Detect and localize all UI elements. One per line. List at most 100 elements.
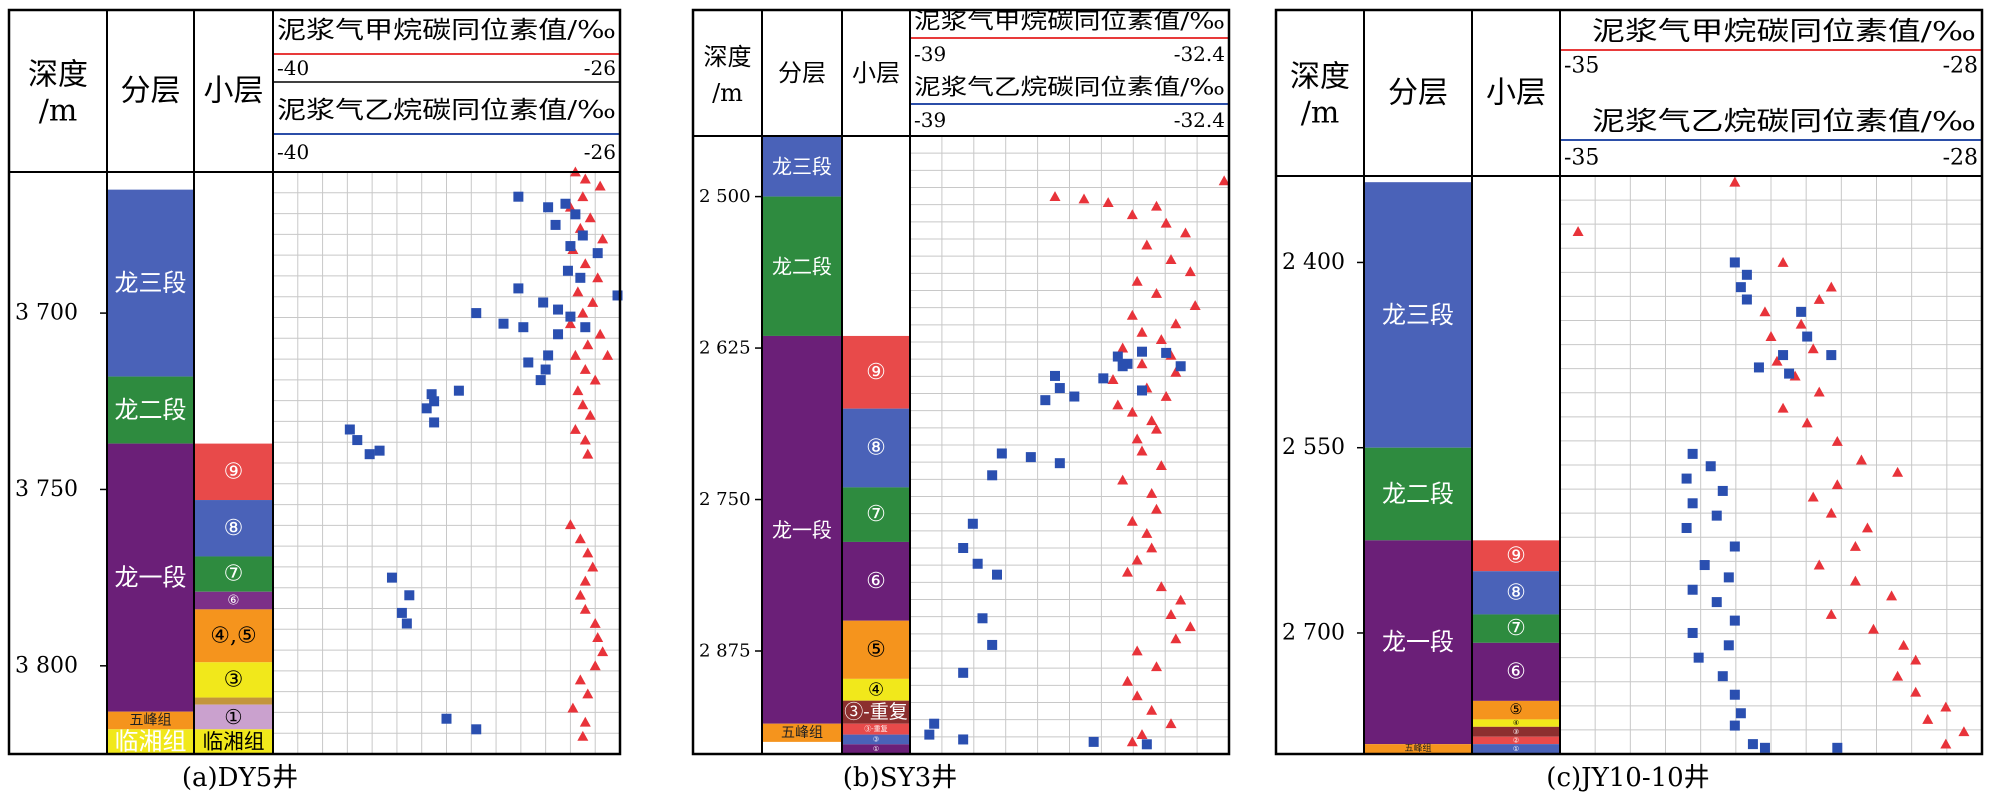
sublayer-band — [194, 704, 273, 730]
ch4-point — [1165, 718, 1177, 729]
formation-label: 龙一段 — [1382, 628, 1454, 656]
ch4-point — [1729, 176, 1741, 187]
sublayer-label: 临湘组 — [202, 730, 264, 754]
ch4-point — [1807, 343, 1819, 354]
sublayer-label: ⑤ — [866, 637, 886, 662]
ch4-point — [1831, 479, 1843, 490]
ch4-point — [1126, 309, 1138, 320]
depth-header: /m — [712, 79, 743, 107]
c2h6-axis-min: -35 — [1564, 146, 1599, 171]
c2h6-point — [1137, 346, 1147, 357]
c2h6-point — [1759, 742, 1770, 753]
ch4-point — [1180, 227, 1191, 238]
sublayer-label: ① — [224, 705, 243, 729]
ch4-point — [1849, 575, 1861, 586]
ch4-axis-min: -40 — [277, 56, 309, 80]
ch4-point — [587, 561, 599, 572]
formation-band — [1364, 182, 1472, 448]
ch4-point — [1117, 342, 1129, 353]
c2h6-point — [404, 590, 415, 601]
c2h6-point — [1054, 383, 1065, 394]
ch4-point — [574, 674, 586, 685]
ch4-axis-max: -32.4 — [1174, 42, 1225, 66]
ch4-point — [1107, 374, 1119, 384]
ch4-point — [1136, 729, 1148, 740]
c2h6-point — [958, 667, 969, 678]
ch4-point — [582, 547, 594, 558]
ch4-point — [1940, 738, 1952, 749]
ch4-point — [589, 374, 601, 385]
c2h6-point — [560, 198, 571, 209]
ch4-point — [1813, 294, 1825, 304]
c2h6-point — [513, 283, 524, 294]
formation-label: 龙一段 — [115, 564, 187, 592]
sublayer-label: ④,⑤ — [210, 623, 256, 648]
ch4-point — [1151, 503, 1162, 514]
c2h6-point — [396, 607, 407, 618]
c2h6-axis-title: 泥浆气乙烷碳同位素值/‰ — [277, 96, 616, 124]
formation-band — [107, 443, 194, 712]
c2h6-point — [1681, 522, 1692, 533]
ch4-point — [1825, 608, 1837, 619]
ch4-point — [1807, 491, 1819, 502]
sublayer-label: ⑦ — [1506, 616, 1526, 641]
c2h6-point — [1687, 627, 1698, 638]
c2h6-point — [1729, 615, 1740, 626]
ch4-point — [1131, 275, 1143, 286]
c2h6-point — [992, 569, 1002, 580]
sublayer-band — [1472, 642, 1560, 701]
ch4-point — [579, 258, 591, 269]
c2h6-point — [1161, 347, 1172, 358]
c2h6-point — [1025, 452, 1036, 463]
ch4-point — [1151, 288, 1162, 298]
sublayer-label: ④ — [868, 679, 884, 700]
c2h6-point — [1175, 361, 1186, 372]
plot-grid — [1560, 176, 1982, 754]
ch4-point — [564, 519, 576, 530]
sublayer-label: ③ — [873, 735, 879, 743]
ch4-point — [1126, 406, 1138, 417]
formation-band — [1364, 447, 1472, 541]
c2h6-point — [1687, 584, 1698, 595]
formation-band — [762, 723, 842, 742]
sublayer-band — [1472, 614, 1560, 643]
ch4-point — [1126, 736, 1138, 747]
ch4-point — [1867, 623, 1879, 634]
sublayer-label: ③ — [224, 667, 244, 692]
ch4-point — [1189, 300, 1201, 311]
ch4-point — [1155, 581, 1167, 592]
ch4-point — [579, 364, 591, 374]
c2h6-axis-min: -40 — [277, 140, 309, 164]
ch4-point — [579, 716, 591, 727]
ch4-axis-title: 泥浆气甲烷碳同位素值/‰ — [1592, 17, 1976, 47]
sublayer-band — [194, 729, 273, 754]
depth-header: /m — [39, 94, 78, 129]
ch4-axis-title: 泥浆气甲烷碳同位素值/‰ — [914, 10, 1225, 35]
c2h6-point — [429, 417, 440, 428]
ch4-point — [597, 646, 609, 657]
c2h6-point — [1802, 331, 1813, 342]
c2h6-point — [577, 230, 588, 241]
sublayer-band — [194, 500, 273, 557]
formation-band — [107, 711, 194, 730]
ch4-point — [1855, 454, 1867, 465]
c2h6-point — [401, 618, 412, 629]
formation-band — [1364, 744, 1472, 754]
c2h6-point — [1826, 350, 1837, 361]
ch4-point — [577, 399, 589, 410]
ch4-point — [592, 632, 604, 642]
ch4-point — [1813, 386, 1825, 397]
ch4-point — [1117, 474, 1129, 485]
c2h6-axis-max: -28 — [1943, 146, 1978, 171]
ch4-point — [1049, 191, 1061, 201]
ch4-point — [1801, 417, 1813, 428]
c2h6-point — [1729, 257, 1740, 268]
ch4-point — [602, 349, 614, 360]
c2h6-point — [429, 396, 440, 407]
ch4-point — [1155, 460, 1167, 470]
c2h6-point — [592, 248, 603, 259]
ch4-axis-max: -28 — [1943, 54, 1978, 79]
depth-tick-label: 2 500 — [699, 186, 751, 207]
depth-tick-label: 2 700 — [1282, 620, 1345, 645]
